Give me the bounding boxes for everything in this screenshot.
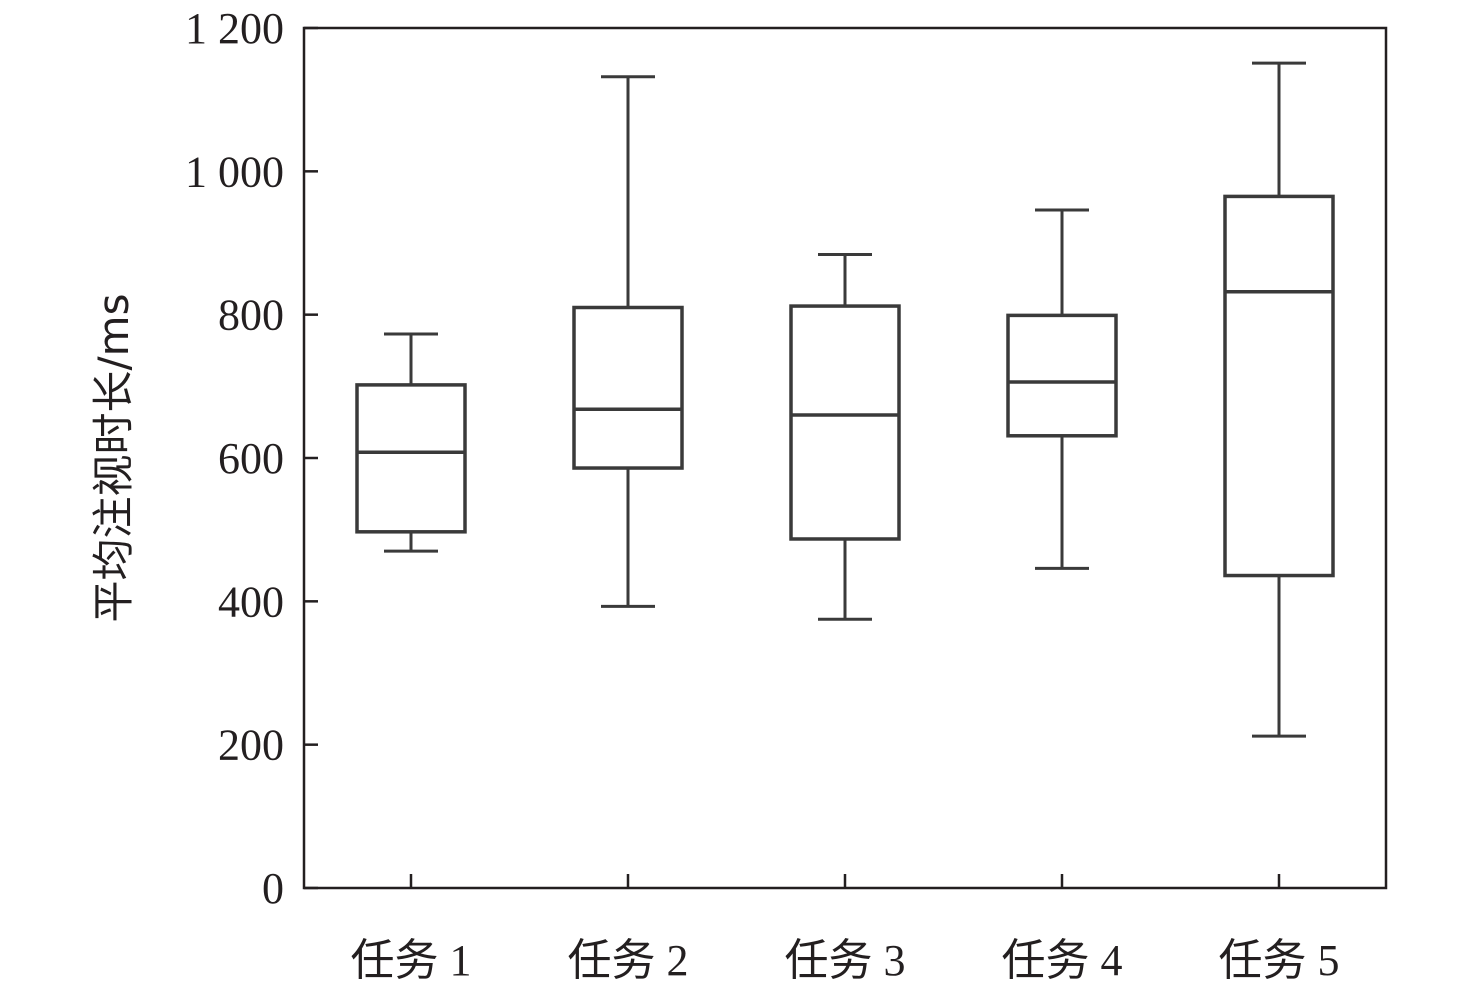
box-2 bbox=[572, 75, 684, 608]
box-3 bbox=[789, 252, 901, 621]
x-tick-label: 任务 2 bbox=[568, 936, 689, 985]
x-axis-ticks: 任务 1 任务 2 任务 3 任务 4 任务 5 bbox=[351, 874, 1340, 985]
box-4 bbox=[1006, 208, 1118, 570]
y-tick-label: 200 bbox=[218, 721, 284, 770]
x-tick-label: 任务 3 bbox=[785, 936, 906, 985]
y-axis-ticks: 0 200 400 600 800 1 000 1 200 bbox=[185, 4, 318, 913]
x-tick-label: 任务 1 bbox=[351, 936, 472, 985]
y-tick-label: 400 bbox=[218, 577, 284, 626]
interquartile-box bbox=[572, 305, 684, 470]
x-tick-label: 任务 4 bbox=[1002, 936, 1123, 985]
interquartile-box bbox=[1006, 313, 1118, 438]
x-tick-label: 任务 5 bbox=[1219, 936, 1340, 985]
y-tick-label: 1 000 bbox=[185, 147, 284, 196]
y-axis-title: 平均注视时长/ms bbox=[89, 294, 138, 623]
box-series bbox=[355, 61, 1335, 738]
interquartile-box bbox=[789, 304, 901, 541]
interquartile-box bbox=[1223, 194, 1335, 578]
box-5 bbox=[1223, 61, 1335, 738]
y-tick-label: 600 bbox=[218, 434, 284, 483]
box-1 bbox=[355, 332, 467, 553]
interquartile-box bbox=[355, 383, 467, 534]
y-tick-label: 1 200 bbox=[185, 4, 284, 53]
y-tick-label: 0 bbox=[262, 864, 284, 913]
y-tick-label: 800 bbox=[218, 291, 284, 340]
